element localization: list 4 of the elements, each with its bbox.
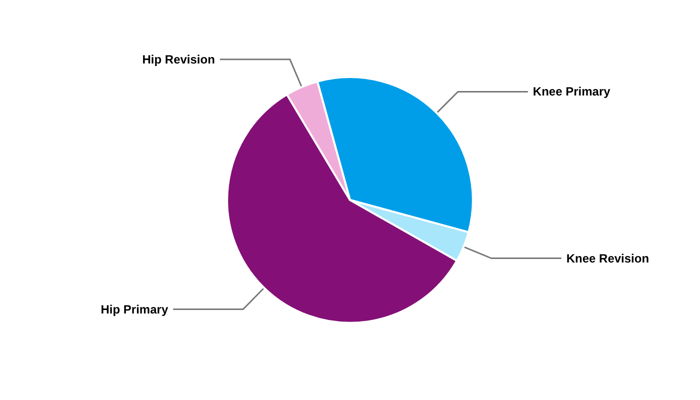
slice-label: Knee Primary — [532, 84, 611, 99]
slice-label: Knee Revision — [566, 251, 650, 266]
slice-label: Hip Primary — [100, 302, 168, 316]
slice-label: Hip Revision — [142, 52, 215, 66]
